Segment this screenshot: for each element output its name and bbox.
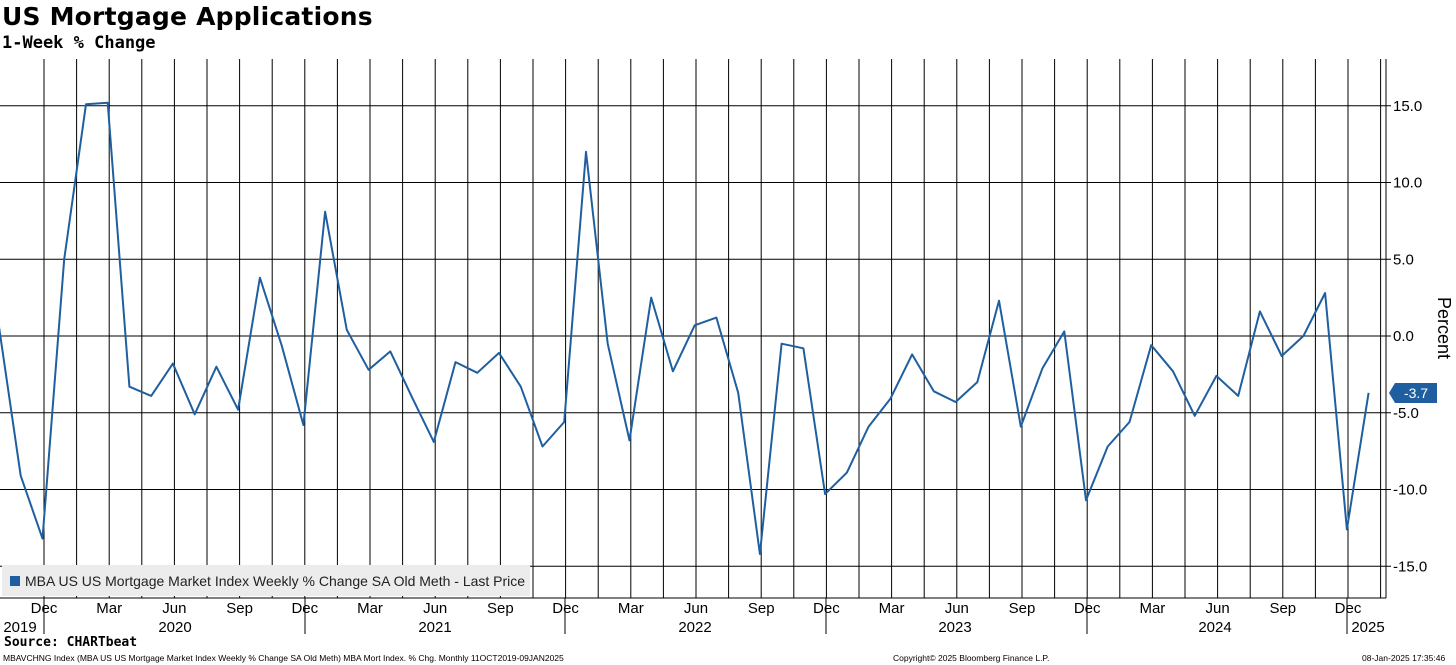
x-tick-label: Dec — [552, 600, 579, 617]
x-tick-label: Sep — [1269, 600, 1296, 617]
x-tick-label: Jun — [684, 600, 708, 617]
y-tick-label: -5.0 — [1393, 405, 1419, 422]
x-tick-label: Sep — [487, 600, 514, 617]
timestamp: 08-Jan-2025 17:35:46 — [1362, 653, 1446, 663]
ticker-info: MBAVCHNG Index (MBA US US Mortgage Marke… — [3, 653, 564, 663]
x-year-label: 2021 — [418, 619, 451, 636]
y-axis-label: Percent — [1434, 297, 1454, 359]
y-tick-label: 5.0 — [1393, 251, 1414, 268]
x-year-label: 2022 — [678, 619, 711, 636]
x-year-label: 2020 — [158, 619, 191, 636]
chart-subtitle: 1-Week % Change — [2, 33, 156, 53]
x-tick-label: Sep — [748, 600, 775, 617]
source-note: Source: CHARTbeat — [4, 635, 138, 650]
x-year-label: 2019 — [3, 619, 36, 636]
last-price-tag: -3.7 — [1389, 382, 1437, 403]
last-price-value: -3.7 — [1404, 385, 1428, 401]
x-tick-label: Jun — [162, 600, 186, 617]
chart-legend: MBA US US Mortgage Market Index Weekly %… — [2, 565, 530, 596]
legend-swatch — [10, 575, 20, 586]
x-tick-label: Mar — [96, 600, 122, 617]
x-tick-label: Mar — [618, 600, 644, 617]
y-tick-label: -15.0 — [1393, 558, 1427, 575]
copyright-note: Copyright© 2025 Bloomberg Finance L.P. — [893, 653, 1050, 663]
y-tick-label: -10.0 — [1393, 482, 1427, 499]
x-tick-label: Mar — [357, 600, 383, 617]
y-tick-label: 0.0 — [1393, 328, 1414, 345]
x-tick-label: Sep — [1009, 600, 1036, 617]
x-tick-label: Dec — [813, 600, 840, 617]
x-year-label: 2025 — [1351, 619, 1384, 636]
y-tick-label: 10.0 — [1393, 175, 1422, 192]
x-year-label: 2024 — [1198, 619, 1231, 636]
x-tick-label: Sep — [226, 600, 253, 617]
x-tick-label: Mar — [1139, 600, 1165, 617]
series-line — [0, 101, 1370, 555]
x-tick-label: Jun — [1206, 600, 1230, 617]
chart-title: US Mortgage Applications — [2, 2, 373, 31]
x-tick-label: Jun — [423, 600, 447, 617]
x-tick-label: Jun — [945, 600, 969, 617]
legend-label: MBA US US Mortgage Market Index Weekly %… — [25, 572, 526, 589]
y-tick-label: 15.0 — [1393, 98, 1422, 115]
x-tick-label: Dec — [1335, 600, 1362, 617]
x-year-label: 2023 — [938, 619, 971, 636]
x-tick-label: Mar — [879, 600, 905, 617]
